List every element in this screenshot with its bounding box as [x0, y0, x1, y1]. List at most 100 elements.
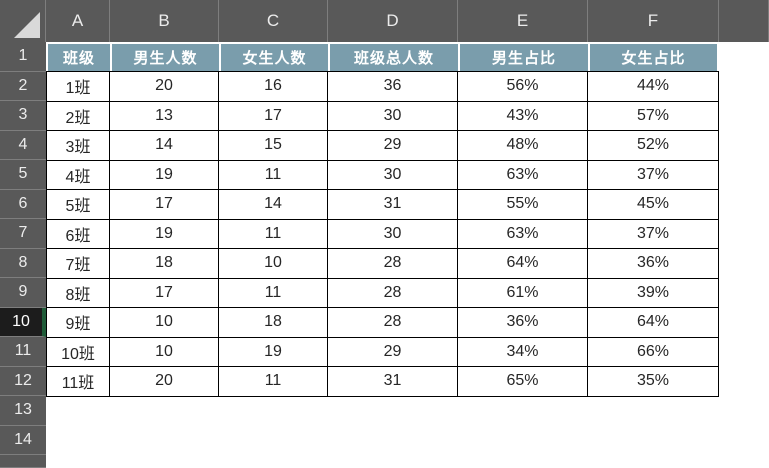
cell-C2[interactable]: 16 [219, 72, 328, 102]
table-body: 1班 20 16 36 56% 44% 2班 13 17 30 43% 57% 3班 14 15 29 48% 5… [46, 71, 719, 397]
cell-B5[interactable]: 19 [110, 160, 219, 190]
cell-B10[interactable]: 10 [110, 308, 219, 338]
column-header-A[interactable]: A [46, 0, 110, 42]
cell-A4[interactable]: 3班 [46, 131, 110, 161]
row-header-6[interactable]: 6 [0, 190, 46, 219]
cell-C9[interactable]: 11 [219, 278, 328, 308]
cell-F5[interactable]: 37% [588, 160, 719, 190]
table-row-5: 4班 19 11 30 63% 37% [46, 160, 719, 190]
cell-C3[interactable]: 17 [219, 101, 328, 131]
cell-D5[interactable]: 30 [328, 160, 458, 190]
cell-A12[interactable]: 11班 [46, 367, 110, 397]
cell-E1[interactable]: 男生占比 [458, 44, 588, 71]
table-row-2: 1班 20 16 36 56% 44% [46, 72, 719, 102]
cell-C5[interactable]: 11 [219, 160, 328, 190]
row-header-11[interactable]: 11 [0, 337, 46, 367]
cell-F4[interactable]: 52% [588, 131, 719, 161]
cell-C10[interactable]: 18 [219, 308, 328, 338]
cell-D12[interactable]: 31 [328, 367, 458, 397]
cell-A11[interactable]: 10班 [46, 337, 110, 367]
cell-C4[interactable]: 15 [219, 131, 328, 161]
row-header-3[interactable]: 3 [0, 101, 46, 131]
row-header-8[interactable]: 8 [0, 249, 46, 278]
cell-F11[interactable]: 66% [588, 337, 719, 367]
cell-E11[interactable]: 34% [458, 337, 588, 367]
row-header-10[interactable]: 10 [0, 307, 46, 337]
row-header-2[interactable]: 2 [0, 72, 46, 101]
cell-E6[interactable]: 55% [458, 190, 588, 220]
row-header-13[interactable]: 13 [0, 396, 46, 426]
cell-C6[interactable]: 14 [219, 190, 328, 220]
cell-A1[interactable]: 班级 [46, 44, 110, 71]
row-header-1[interactable]: 1 [0, 42, 46, 72]
cell-A10[interactable]: 9班 [46, 308, 110, 338]
row-header-14[interactable]: 14 [0, 426, 46, 455]
cell-A3[interactable]: 2班 [46, 101, 110, 131]
cell-B3[interactable]: 13 [110, 101, 219, 131]
cell-E7[interactable]: 63% [458, 219, 588, 249]
cell-B12[interactable]: 20 [110, 367, 219, 397]
cell-B6[interactable]: 17 [110, 190, 219, 220]
row-header-7[interactable]: 7 [0, 219, 46, 249]
cell-F12[interactable]: 35% [588, 367, 719, 397]
cell-E8[interactable]: 64% [458, 249, 588, 279]
column-header-D[interactable]: D [328, 0, 458, 42]
cell-B1[interactable]: 男生人数 [110, 44, 219, 71]
cell-F9[interactable]: 39% [588, 278, 719, 308]
select-all-button[interactable] [0, 0, 46, 42]
cell-D7[interactable]: 30 [328, 219, 458, 249]
row-header-4[interactable]: 4 [0, 131, 46, 160]
cell-E9[interactable]: 61% [458, 278, 588, 308]
column-header-C[interactable]: C [219, 0, 328, 42]
cell-E4[interactable]: 48% [458, 131, 588, 161]
column-header-E[interactable]: E [458, 0, 588, 42]
cell-A6[interactable]: 5班 [46, 190, 110, 220]
cell-B8[interactable]: 18 [110, 249, 219, 279]
cell-C11[interactable]: 19 [219, 337, 328, 367]
cell-F7[interactable]: 37% [588, 219, 719, 249]
cell-D3[interactable]: 30 [328, 101, 458, 131]
column-header-B[interactable]: B [110, 0, 219, 42]
cell-D2[interactable]: 36 [328, 72, 458, 102]
cell-E3[interactable]: 43% [458, 101, 588, 131]
cell-B2[interactable]: 20 [110, 72, 219, 102]
cell-F10[interactable]: 64% [588, 308, 719, 338]
cell-C8[interactable]: 10 [219, 249, 328, 279]
cell-E2[interactable]: 56% [458, 72, 588, 102]
cell-D9[interactable]: 28 [328, 278, 458, 308]
cell-A2[interactable]: 1班 [46, 72, 110, 102]
row-header-5[interactable]: 5 [0, 160, 46, 190]
cell-D10[interactable]: 28 [328, 308, 458, 338]
cell-B4[interactable]: 14 [110, 131, 219, 161]
cell-E12[interactable]: 65% [458, 367, 588, 397]
column-header-F[interactable]: F [588, 0, 719, 42]
row-header-9[interactable]: 9 [0, 278, 46, 308]
cell-E10[interactable]: 36% [458, 308, 588, 338]
cell-D4[interactable]: 29 [328, 131, 458, 161]
cell-B9[interactable]: 17 [110, 278, 219, 308]
cell-F2[interactable]: 44% [588, 72, 719, 102]
cell-F1[interactable]: 女生占比 [588, 44, 719, 71]
cell-C1[interactable]: 女生人数 [219, 44, 328, 71]
cell-F8[interactable]: 36% [588, 249, 719, 279]
row-header-12[interactable]: 12 [0, 367, 46, 396]
cell-B11[interactable]: 10 [110, 337, 219, 367]
table-header-row: 班级 男生人数 女生人数 班级总人数 男生占比 女生占比 [46, 42, 719, 71]
sheet-grid: 班级 男生人数 女生人数 班级总人数 男生占比 女生占比 1班 20 16 36 56% 44% 2班… [46, 42, 719, 397]
cell-D8[interactable]: 28 [328, 249, 458, 279]
table-row-11: 10班 10 19 29 34% 66% [46, 337, 719, 367]
cell-D1[interactable]: 班级总人数 [328, 44, 458, 71]
cell-F3[interactable]: 57% [588, 101, 719, 131]
cell-D11[interactable]: 29 [328, 337, 458, 367]
cell-C7[interactable]: 11 [219, 219, 328, 249]
cell-E5[interactable]: 63% [458, 160, 588, 190]
cell-F6[interactable]: 45% [588, 190, 719, 220]
cell-C12[interactable]: 11 [219, 367, 328, 397]
cell-A8[interactable]: 7班 [46, 249, 110, 279]
cell-D6[interactable]: 31 [328, 190, 458, 220]
cell-A9[interactable]: 8班 [46, 278, 110, 308]
cell-A7[interactable]: 6班 [46, 219, 110, 249]
cell-A5[interactable]: 4班 [46, 160, 110, 190]
cell-B7[interactable]: 19 [110, 219, 219, 249]
